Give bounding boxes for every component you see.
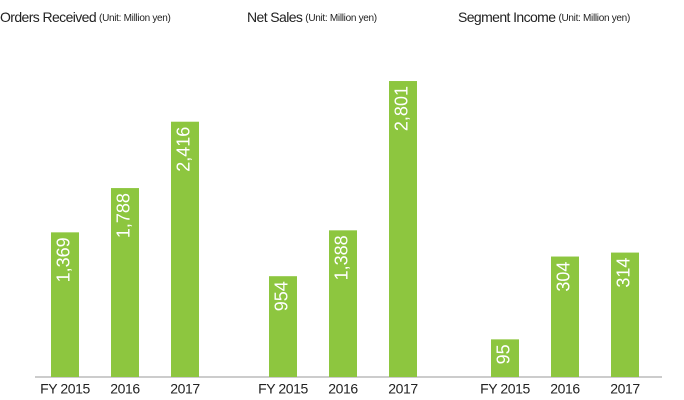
value-label: 2,801 (392, 86, 412, 131)
x-tick-label: 2016 (550, 381, 580, 397)
chart-title-text: Segment Income (458, 9, 556, 25)
chart-title: Net Sales (Unit: Million yen) (247, 9, 377, 25)
x-tick-label: 2017 (170, 381, 200, 397)
chart-title-text: Net Sales (247, 9, 303, 25)
x-tick-label: FY 2015 (258, 381, 308, 397)
bar (611, 252, 639, 377)
x-tick-label: FY 2015 (480, 381, 530, 397)
chart-subtitle: (Unit: Million yen) (558, 13, 630, 24)
chart-title: Orders Received (Unit: Million yen) (0, 9, 171, 25)
bar (111, 188, 139, 377)
bar (551, 256, 579, 377)
bar (491, 339, 519, 377)
chart-subtitle: (Unit: Million yen) (305, 13, 377, 24)
bar (329, 230, 357, 377)
value-label: 304 (554, 262, 574, 292)
value-label: 1,788 (114, 193, 134, 238)
chart-subtitle: (Unit: Million yen) (99, 13, 171, 24)
value-label: 2,416 (174, 127, 194, 172)
x-tick-label: 2016 (110, 381, 140, 397)
chart-title-text: Orders Received (0, 9, 96, 25)
bar (389, 81, 417, 378)
value-label: 1,369 (54, 237, 74, 282)
chart-title: Segment Income (Unit: Million yen) (458, 9, 630, 25)
value-label: 1,388 (332, 235, 352, 280)
x-tick-label: 2017 (610, 381, 640, 397)
x-tick-label: 2017 (388, 381, 418, 397)
bar (51, 232, 79, 377)
bar (269, 276, 297, 377)
x-tick-label: FY 2015 (40, 381, 90, 397)
bar (171, 121, 199, 377)
value-label: 954 (272, 281, 292, 311)
value-label: 95 (494, 344, 514, 364)
value-label: 314 (614, 258, 634, 288)
x-tick-label: 2016 (328, 381, 358, 397)
